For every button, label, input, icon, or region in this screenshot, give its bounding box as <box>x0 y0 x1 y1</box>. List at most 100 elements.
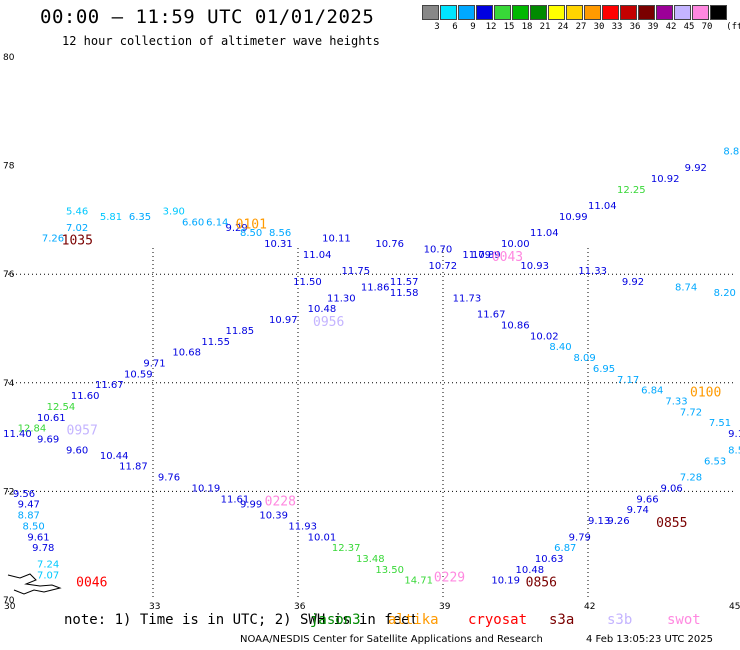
color-scale-swatch <box>692 5 709 20</box>
wave-height-value: 11.04 <box>530 228 559 239</box>
wave-height-value: 10.39 <box>259 511 288 522</box>
color-scale-label: 42 <box>665 22 677 32</box>
wave-height-value: 11.85 <box>226 326 255 337</box>
color-scale-label: 39 <box>647 22 659 32</box>
wave-height-value: 7.24 <box>37 559 59 570</box>
wave-height-value: 9.61 <box>27 532 49 543</box>
wave-height-value: 11.93 <box>288 521 317 532</box>
color-scale-label: 70 <box>701 22 713 32</box>
wave-height-value: 9.13 <box>588 516 610 527</box>
color-scale-legend <box>422 5 728 20</box>
wave-height-value: 10.99 <box>559 212 588 223</box>
wave-height-value: 11.79 <box>462 250 491 261</box>
wave-height-value: 9.60 <box>66 445 88 456</box>
wave-height-value: 11.67 <box>477 310 506 321</box>
color-scale-unit: (ft) <box>726 22 740 32</box>
wave-height-value: 11.58 <box>390 288 419 299</box>
pass-time-label: 0956 <box>313 315 344 330</box>
wave-height-value: 5.81 <box>100 212 122 223</box>
color-scale-swatch <box>710 5 727 20</box>
color-scale-swatch <box>440 5 457 20</box>
pass-time-label: 0043 <box>492 250 523 265</box>
wave-height-value: 11.50 <box>293 277 322 288</box>
wave-height-value: 8.09 <box>574 353 596 364</box>
credit-line: NOAA/NESDIS Center for Satellite Applica… <box>240 634 543 645</box>
wave-height-value: 10.97 <box>269 315 298 326</box>
wave-height-value: 7.51 <box>709 418 731 429</box>
wave-height-value: 10.02 <box>530 331 559 342</box>
wave-height-value: 11.57 <box>390 277 419 288</box>
latitude-label: 78 <box>3 162 15 172</box>
wave-height-value: 13.48 <box>356 554 385 565</box>
longitude-label: 33 <box>149 602 160 612</box>
satellite-legend-item: jason3 <box>310 612 361 628</box>
wave-height-value: 10.93 <box>520 261 549 272</box>
wave-height-value: 8.87 <box>723 147 740 158</box>
wave-height-value: 7.07 <box>37 570 59 581</box>
color-scale-label: 21 <box>539 22 551 32</box>
wave-height-value: 9.92 <box>622 277 644 288</box>
wave-height-value: 8.50 <box>240 228 262 239</box>
page-title: 00:00 – 11:59 UTC 01/01/2025 <box>40 6 375 28</box>
satellite-legend-item: swot <box>667 612 701 628</box>
latitude-label: 76 <box>3 270 15 280</box>
wave-height-value: 10.01 <box>308 532 337 543</box>
wave-height-value: 7.02 <box>66 223 88 234</box>
color-scale-label: 15 <box>503 22 515 32</box>
wave-height-value: 6.35 <box>129 212 151 223</box>
wave-height-value: 10.44 <box>100 451 129 462</box>
wave-height-value: 12.37 <box>332 543 361 554</box>
color-scale-swatch <box>458 5 475 20</box>
color-scale-swatch <box>530 5 547 20</box>
wave-height-value: 10.00 <box>501 239 530 250</box>
wave-height-value: 9.76 <box>158 473 180 484</box>
coastline <box>7 573 62 595</box>
wave-height-value: 11.67 <box>95 380 124 391</box>
latitude-label: 74 <box>3 379 15 389</box>
latitude-label: 72 <box>3 487 14 497</box>
color-scale-swatch <box>512 5 529 20</box>
longitude-label: 36 <box>294 602 306 612</box>
wave-height-value: 3.90 <box>163 206 185 217</box>
wave-height-value: 6.87 <box>554 543 576 554</box>
wave-height-value: 8.56 <box>269 228 291 239</box>
pass-time-label: 0046 <box>76 576 107 591</box>
wave-height-value: 9.79 <box>569 532 591 543</box>
satellite-legend-item: s3a <box>549 612 575 628</box>
satellite-legend-item: s3b <box>607 612 633 628</box>
wave-height-value: 9.99 <box>240 500 262 511</box>
pass-time-label: 0101 <box>236 217 267 232</box>
wave-height-value: 7.28 <box>680 473 702 484</box>
wave-height-value: 10.48 <box>516 565 545 576</box>
color-scale-label: 45 <box>683 22 695 32</box>
longitude-label: 39 <box>439 602 451 612</box>
wave-height-value: 9.78 <box>32 543 54 554</box>
color-scale-swatch <box>674 5 691 20</box>
wave-height-value: 10.31 <box>264 239 293 250</box>
wave-height-value: 13.50 <box>375 565 404 576</box>
color-scale-swatch <box>476 5 493 20</box>
wave-height-value: 10.92 <box>651 174 680 185</box>
pass-time-label: 1035 <box>62 234 93 249</box>
wave-height-value: 9.69 <box>37 435 59 446</box>
color-scale-swatch <box>494 5 511 20</box>
wave-height-value: 10.61 <box>37 413 66 424</box>
wave-height-value: 12.84 <box>18 424 47 435</box>
wave-height-value: 6.53 <box>704 456 726 467</box>
wave-height-value: 10.11 <box>322 234 351 245</box>
wave-height-value: 6.95 <box>593 364 615 375</box>
color-scale-label: 30 <box>593 22 605 32</box>
wave-height-value: 9.26 <box>607 516 629 527</box>
wave-height-value: 11.86 <box>361 282 390 293</box>
wave-height-value: 9.15 <box>728 429 740 440</box>
wave-height-value: 11.30 <box>327 293 356 304</box>
wave-height-value: 7.72 <box>680 407 702 418</box>
wave-height-value: 12.54 <box>47 402 76 413</box>
color-scale-swatch <box>638 5 655 20</box>
wave-height-value: 11.04 <box>303 250 332 261</box>
color-scale-label: 3 <box>434 22 440 32</box>
wave-height-value: 11.55 <box>201 337 230 348</box>
wave-height-value: 11.87 <box>119 462 148 473</box>
longitude-label: 42 <box>584 602 595 612</box>
wave-height-value: 11.33 <box>578 266 607 277</box>
